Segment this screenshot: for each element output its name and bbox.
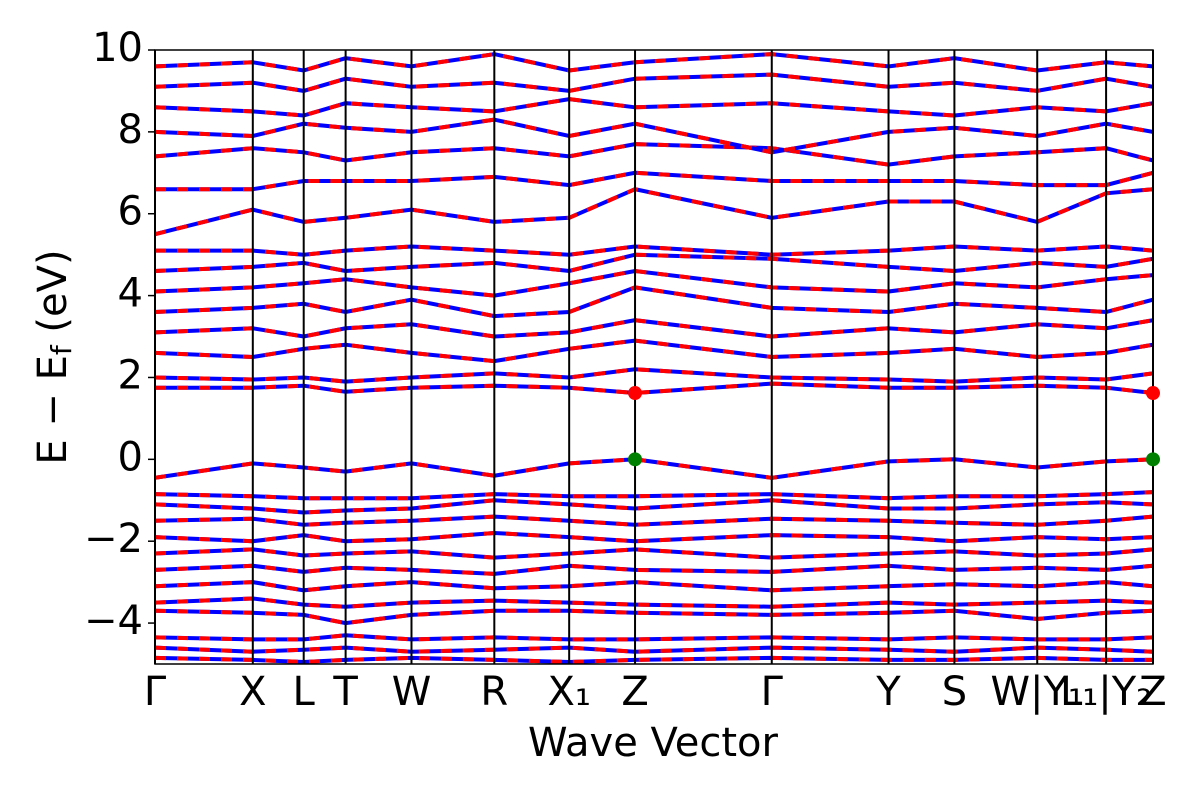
band-line: [155, 244, 1153, 257]
x-tick-label: Γ: [761, 669, 784, 715]
band-line: [155, 490, 1153, 501]
y-tick-label: 4: [118, 271, 143, 317]
band-line: [155, 645, 1153, 654]
extremum-marker: [1146, 452, 1160, 467]
plot-frame: [154, 49, 1154, 665]
x-tick-label: X₁: [547, 669, 590, 715]
band-line: [155, 52, 1153, 73]
band-line: [155, 381, 1153, 396]
band-line: [155, 563, 1153, 576]
y-tick-label: 6: [118, 189, 143, 235]
y-label-sub: f: [45, 344, 78, 355]
band-line: [155, 547, 1153, 560]
band-line: [155, 498, 1153, 515]
x-tick-label: R: [480, 669, 508, 715]
band-line: [155, 142, 1153, 167]
x-tick-label: L: [293, 669, 316, 715]
x-tick-label: L₁|Y₂: [1060, 669, 1152, 715]
band-line: [155, 318, 1153, 339]
band-line: [155, 514, 1153, 527]
y-tick-label: 2: [118, 352, 143, 398]
band-line: [155, 608, 1153, 626]
x-axis-label: Wave Vector: [528, 720, 779, 766]
y-axis-label: E − Ef (eV): [30, 249, 78, 464]
band-line: [155, 633, 1153, 642]
band-line: [155, 97, 1153, 118]
band-line: [155, 268, 1153, 298]
x-tick-label: T: [332, 669, 358, 715]
x-tick-label: W: [392, 669, 432, 715]
x-tick-label: Z: [621, 669, 648, 715]
band-line: [155, 117, 1153, 155]
y-tick-label: 0: [118, 434, 143, 480]
band-line: [155, 252, 1153, 274]
x-tick-label: W|Y₁: [990, 669, 1084, 715]
band-line: [155, 187, 1153, 237]
extremum-marker: [1146, 386, 1160, 401]
y-tick-label: −4: [84, 598, 143, 644]
x-tick-label: Γ: [144, 669, 167, 715]
extremum-marker: [628, 452, 643, 467]
band-line: [155, 580, 1153, 593]
band-line: [155, 170, 1153, 192]
band-line: [155, 596, 1153, 609]
x-tick-label: Z: [1139, 669, 1166, 715]
band-line: [155, 285, 1153, 319]
plot-area: [155, 52, 1153, 664]
x-tick-label: Y: [875, 669, 901, 715]
y-tick-label: 10: [92, 25, 143, 71]
y-label-unit: (eV): [30, 249, 76, 345]
band-line: [155, 530, 1153, 544]
x-tick-label: X: [239, 669, 266, 715]
y-tick-label: 8: [118, 107, 143, 153]
band-line: [155, 338, 1153, 364]
band-line: [155, 457, 1153, 480]
y-label-main: E − E: [30, 355, 76, 465]
band-line: [155, 72, 1153, 93]
extremum-marker: [628, 386, 643, 401]
band-line: [155, 367, 1153, 384]
band-line: [155, 655, 1153, 664]
y-tick-label: −2: [84, 516, 143, 562]
x-tick-label: S: [942, 669, 967, 715]
